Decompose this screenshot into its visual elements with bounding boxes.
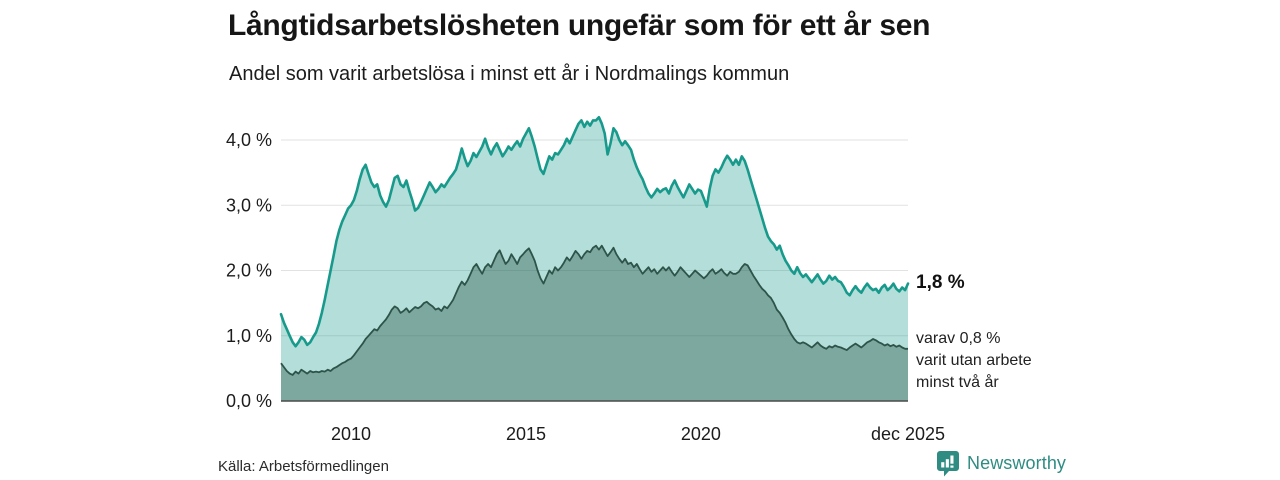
secondary-annotation-line: varav 0,8 % xyxy=(916,330,1001,347)
x-axis-tick-label: 2020 xyxy=(681,424,721,444)
area-unemployed-one-year xyxy=(281,117,908,401)
newsworthy-pin-barchart-icon xyxy=(937,450,959,476)
x-axis-tick-label: 2015 xyxy=(506,424,546,444)
y-axis-tick-label: 2,0 % xyxy=(226,261,272,281)
y-axis-tick-label: 0,0 % xyxy=(226,391,272,411)
secondary-annotation-line: varit utan arbete xyxy=(916,352,1032,369)
y-axis-tick-label: 4,0 % xyxy=(226,130,272,150)
x-axis-tick-label: 2010 xyxy=(331,424,371,444)
y-axis-tick-label: 1,0 % xyxy=(226,326,272,346)
secondary-annotation: varav 0,8 % varit utan arbete minst två … xyxy=(916,328,1032,394)
x-axis-tick-label: dec 2025 xyxy=(871,424,945,444)
secondary-annotation-line: minst två år xyxy=(916,374,999,391)
x-axis-labels: 2010 2015 2020 dec 2025 xyxy=(331,424,945,444)
y-axis-labels: 0,0 % 1,0 % 2,0 % 3,0 % 4,0 % xyxy=(226,130,272,411)
area-unemployed-two-years xyxy=(281,245,908,401)
newsworthy-wordmark: Newsworthy xyxy=(967,452,1067,473)
page-title: Långtidsarbetslösheten ungefär som för e… xyxy=(228,9,931,42)
end-value-label: 1,8 % xyxy=(916,272,965,293)
page-subtitle: Andel som varit arbetslösa i minst ett å… xyxy=(229,63,790,85)
line-unemployed-one-year xyxy=(279,115,910,348)
line-unemployed-two-years xyxy=(280,244,908,376)
source-label: Källa: Arbetsförmedlingen xyxy=(218,458,389,475)
y-axis-tick-label: 3,0 % xyxy=(226,195,272,215)
newsworthy-logo[interactable]: Newsworthy xyxy=(936,450,1066,476)
